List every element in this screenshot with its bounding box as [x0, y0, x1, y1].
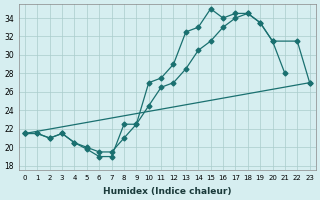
X-axis label: Humidex (Indice chaleur): Humidex (Indice chaleur): [103, 187, 232, 196]
